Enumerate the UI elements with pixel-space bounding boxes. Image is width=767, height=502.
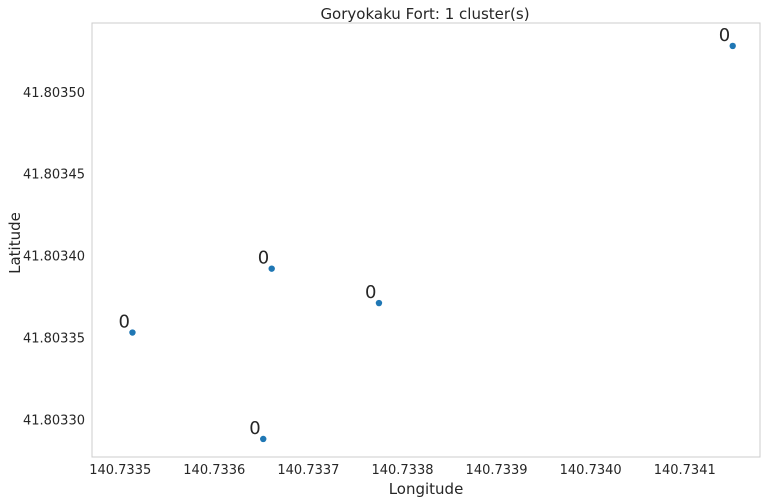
x-tick-label: 140.7337 (277, 463, 339, 478)
data-point (268, 265, 275, 272)
x-tick-label: 140.7340 (560, 463, 622, 478)
y-tick-label: 41.80350 (23, 86, 85, 101)
data-point (729, 42, 736, 50)
x-tick-label: 140.7336 (183, 463, 245, 478)
point-label: 0 (365, 282, 376, 303)
x-tick-label: 140.7338 (371, 463, 433, 478)
point-label: 0 (249, 418, 260, 439)
y-axis-ticks: 41.80330 41.80335 41.80340 41.80345 41.80350 (23, 86, 85, 429)
x-tick-label: 140.7339 (466, 463, 528, 478)
y-tick-label: 41.80340 (23, 250, 85, 265)
x-axis-label: Longitude (389, 480, 464, 498)
point-label: 0 (719, 25, 730, 46)
data-points: 0 0 0 0 0 (118, 25, 736, 443)
x-tick-label: 140.7335 (89, 463, 151, 478)
y-tick-label: 41.80345 (23, 168, 85, 183)
plot-area (91, 22, 761, 458)
y-axis-label: Latitude (6, 212, 24, 274)
chart-title: Goryokaku Fort: 1 cluster(s) (320, 5, 529, 23)
point-label: 0 (118, 312, 129, 333)
data-point (260, 435, 267, 443)
y-tick-label: 41.80330 (23, 413, 85, 428)
y-tick-label: 41.80335 (23, 331, 85, 346)
x-tick-label: 140.7341 (654, 463, 716, 478)
x-axis-ticks: 140.7335 140.7336 140.7337 140.7338 140.7339… (89, 463, 716, 478)
data-point (375, 299, 383, 307)
data-point (129, 329, 136, 336)
point-label: 0 (258, 248, 269, 269)
